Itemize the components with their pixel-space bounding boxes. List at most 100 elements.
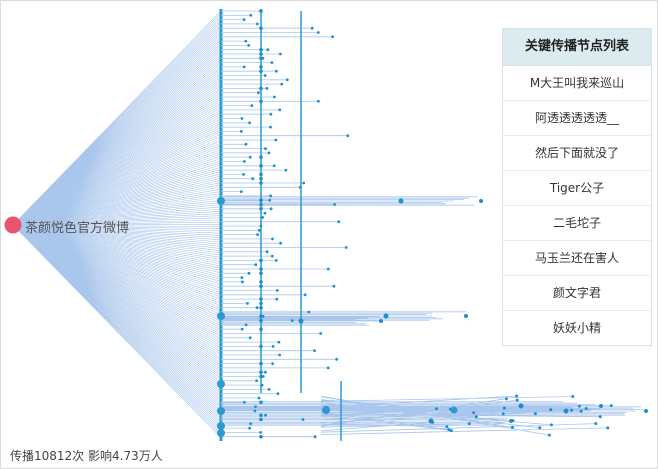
propagation-node: [284, 168, 288, 172]
propagation-node: [259, 155, 263, 159]
propagation-node: [267, 388, 271, 391]
propagation-node: [240, 327, 244, 331]
propagation-node: [259, 297, 263, 301]
propagation-node: [259, 417, 263, 422]
propagation-node: [259, 327, 263, 332]
propagation-node: [259, 267, 263, 271]
propagation-node: [264, 413, 267, 417]
propagation-node: [505, 397, 508, 401]
propagation-node: [335, 357, 339, 361]
propagation-node: [515, 394, 519, 398]
propagation-node: [259, 99, 263, 104]
propagation-node: [266, 48, 270, 52]
propagation-node: [259, 258, 263, 263]
key-node-item[interactable]: 阿透透透透透__: [503, 101, 651, 136]
propagation-node: [332, 284, 336, 288]
propagation-node: [263, 74, 267, 77]
propagation-node: [275, 297, 279, 301]
propagation-node: [285, 78, 289, 82]
propagation-node: [274, 259, 278, 262]
propagation-node: [449, 429, 453, 433]
propagation-node: [259, 284, 263, 289]
propagation-node: [317, 99, 320, 103]
propagation-node: [280, 82, 284, 86]
propagation-node: [274, 138, 278, 142]
propagation-node: [256, 233, 259, 237]
propagation-node: [301, 418, 305, 421]
propagation-node: [447, 428, 451, 432]
propagation-node: [251, 177, 255, 181]
propagation-node: [279, 241, 282, 245]
propagation-node: [244, 39, 248, 43]
propagation-node: [599, 404, 603, 408]
propagation-node: [259, 224, 263, 228]
propagation-node: [515, 398, 519, 402]
propagation-node: [467, 422, 471, 426]
propagation-node: [255, 379, 258, 383]
propagation-node: [267, 151, 271, 155]
propagation-node: [383, 313, 389, 319]
propagation-node: [256, 22, 259, 26]
propagation-node: [242, 173, 246, 176]
propagation-node: [259, 9, 263, 13]
key-node-item[interactable]: 马玉兰还在害人: [503, 241, 651, 276]
key-node-item[interactable]: 然后下面就没了: [503, 136, 651, 171]
propagation-node: [253, 409, 257, 413]
propagation-node: [247, 44, 251, 47]
propagation-node: [259, 176, 263, 181]
propagation-node: [259, 52, 263, 56]
propagation-node: [259, 172, 263, 177]
hub-node: [217, 197, 225, 205]
propagation-node: [259, 202, 263, 207]
propagation-node: [275, 69, 278, 73]
propagation-node: [240, 117, 244, 120]
propagation-node: [259, 301, 263, 306]
propagation-node: [259, 305, 263, 310]
key-node-item[interactable]: Tiger公子: [503, 171, 651, 206]
propagation-node: [259, 370, 263, 375]
key-node-item[interactable]: 二毛坨子: [503, 206, 651, 241]
propagation-node: [298, 185, 302, 189]
propagation-node: [259, 271, 263, 276]
propagation-node: [271, 237, 274, 241]
propagation-node: [549, 423, 553, 427]
propagation-node: [259, 314, 263, 319]
propagation-node: [272, 164, 276, 168]
propagation-node: [259, 198, 263, 202]
root-node: [4, 216, 22, 234]
propagation-node: [255, 306, 259, 310]
propagation-node: [279, 52, 282, 56]
propagation-node: [538, 426, 542, 430]
propagation-node: [264, 147, 267, 151]
key-node-item[interactable]: 颜文字君: [503, 276, 651, 311]
propagation-node: [563, 408, 569, 414]
propagation-node: [270, 254, 274, 258]
propagation-node: [240, 276, 244, 279]
propagation-node: [248, 155, 252, 159]
propagation-node: [278, 353, 281, 357]
propagation-node: [319, 332, 323, 335]
propagation-node: [269, 194, 272, 198]
propagation-node: [248, 121, 252, 125]
propagation-node: [337, 220, 341, 224]
propagation-node: [242, 65, 246, 69]
root-node-label: 茶颜悦色官方微博: [25, 221, 130, 236]
propagation-node: [261, 216, 264, 219]
key-node-item[interactable]: 妖妖小精: [552, 321, 601, 335]
propagation-node: [259, 361, 263, 366]
key-node-item[interactable]: M大王叫我来巡山: [503, 66, 651, 101]
propagation-node: [270, 61, 274, 64]
propagation-node: [259, 65, 263, 69]
propagation-node: [265, 250, 269, 254]
propagation-node: [269, 125, 272, 129]
propagation-node: [259, 434, 263, 439]
propagation-node: [271, 345, 275, 348]
propagation-node: [248, 336, 252, 340]
propagation-node: [246, 302, 249, 305]
propagation-node: [268, 198, 272, 202]
hub-node: [217, 422, 225, 430]
propagation-node: [570, 408, 574, 412]
propagation-node: [259, 181, 263, 185]
propagation-node: [435, 407, 438, 411]
